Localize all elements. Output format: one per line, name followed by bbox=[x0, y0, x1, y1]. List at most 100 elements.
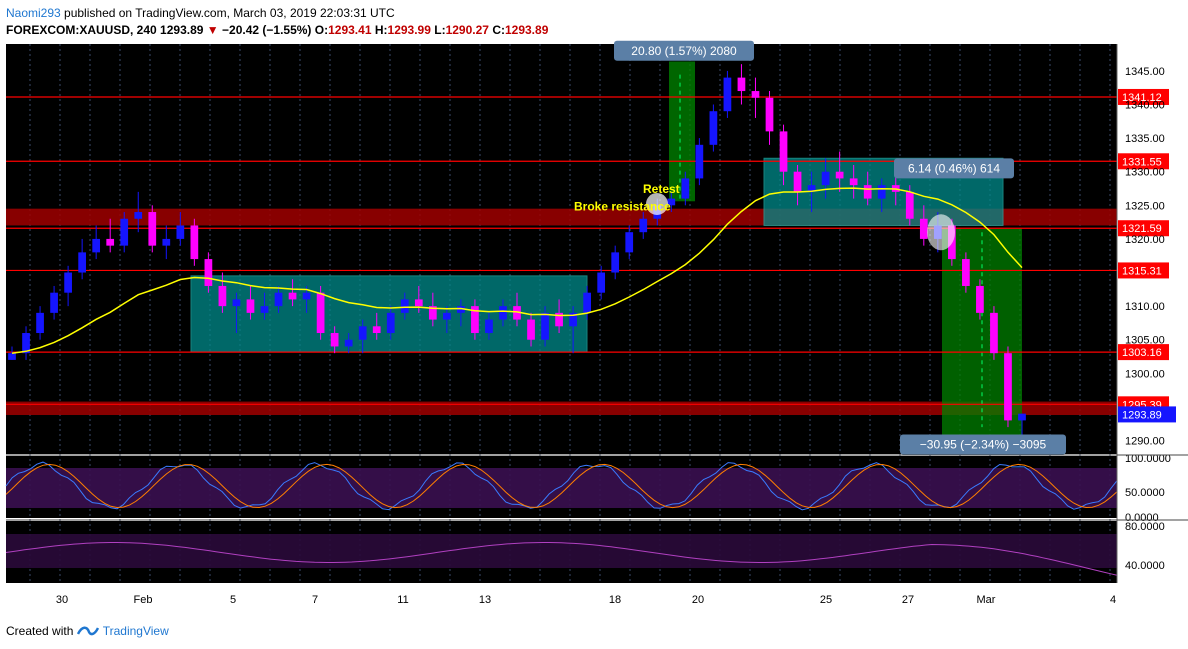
time-tick-label: 30 bbox=[56, 594, 68, 606]
measure-label-bg bbox=[900, 434, 1066, 455]
created-with-text: Created with bbox=[6, 624, 74, 638]
measure-box-up bbox=[669, 61, 695, 202]
oscillator-tick-label: 100.0000 bbox=[1125, 453, 1171, 465]
resistance-zone bbox=[6, 401, 1117, 416]
candle bbox=[962, 259, 970, 286]
candle bbox=[246, 299, 255, 313]
price-level-tag bbox=[1118, 262, 1169, 279]
candle bbox=[330, 333, 339, 347]
time-tick-label: 25 bbox=[820, 594, 832, 606]
time-tick-label: 27 bbox=[902, 594, 914, 606]
candle bbox=[106, 238, 115, 246]
candle bbox=[274, 292, 283, 307]
candle bbox=[64, 272, 72, 293]
candle bbox=[316, 292, 325, 334]
candle bbox=[765, 97, 774, 132]
time-tick-label: 11 bbox=[397, 594, 408, 606]
candle bbox=[8, 353, 16, 360]
candle bbox=[723, 77, 732, 112]
footer: Created with TradingView bbox=[6, 624, 169, 638]
candle bbox=[302, 292, 311, 300]
candle bbox=[709, 111, 718, 145]
price-tick-label: 1320.00 bbox=[1125, 234, 1165, 246]
candle bbox=[737, 77, 746, 92]
rsi bbox=[5, 534, 1118, 576]
down-arrow-icon: ▼ bbox=[206, 23, 219, 37]
price-chart[interactable]: 1341.121331.551321.591315.311303.161295.… bbox=[0, 40, 1188, 614]
measure-label-bg bbox=[614, 40, 754, 61]
candle bbox=[695, 144, 704, 179]
candle bbox=[134, 212, 143, 219]
time-tick-label: 20 bbox=[692, 594, 704, 606]
retest-circle bbox=[927, 214, 955, 251]
candle bbox=[148, 212, 157, 246]
time-tick-label: 4 bbox=[1110, 594, 1116, 606]
price-level-tag bbox=[1118, 153, 1169, 170]
candle bbox=[344, 339, 353, 347]
candle bbox=[457, 306, 465, 313]
last-price-tag bbox=[1118, 406, 1176, 423]
author-link[interactable]: Naomi293 bbox=[6, 6, 61, 20]
price-tick-label: 1340.00 bbox=[1125, 99, 1165, 111]
candle bbox=[976, 285, 984, 313]
stoch-k-line bbox=[5, 461, 1118, 511]
candle bbox=[92, 238, 101, 253]
candle bbox=[1004, 353, 1012, 421]
candle bbox=[863, 185, 872, 199]
candle bbox=[1018, 413, 1026, 421]
time-tick-label: 18 bbox=[609, 594, 621, 606]
price-tick-label: 1305.00 bbox=[1125, 335, 1165, 347]
oscillator-tick-label: 40.0000 bbox=[1125, 560, 1165, 572]
price-tick-label: 1310.00 bbox=[1125, 301, 1165, 313]
candle bbox=[877, 185, 886, 199]
candle bbox=[485, 319, 493, 334]
chart-header: Naomi293 published on TradingView.com, M… bbox=[0, 0, 1188, 40]
candle bbox=[260, 306, 269, 313]
price-level-label: 1303.16 bbox=[1122, 347, 1162, 359]
candle bbox=[50, 292, 58, 313]
candle bbox=[443, 312, 451, 320]
candle bbox=[555, 312, 563, 327]
candle bbox=[358, 326, 367, 340]
price-tick-label: 1330.00 bbox=[1125, 167, 1165, 179]
candle bbox=[232, 299, 241, 307]
time-tick-label: 7 bbox=[312, 594, 318, 606]
measure-label: 20.80 (1.57%) 2080 bbox=[631, 44, 737, 58]
stoch-d-line bbox=[5, 463, 1118, 509]
candle bbox=[583, 292, 591, 313]
time-axis-labels: 30 Feb 5 7 11 13 18 20 25 27 Mar 4 bbox=[56, 594, 1116, 606]
oscillator-tick-label: 50.0000 bbox=[1125, 487, 1165, 499]
price-tick-label: 1290.00 bbox=[1125, 436, 1165, 448]
high-label: H: bbox=[374, 23, 388, 37]
published-text: published on TradingView.com, March 03, … bbox=[60, 6, 395, 20]
candle bbox=[597, 272, 606, 293]
tradingview-link[interactable]: TradingView bbox=[102, 624, 169, 638]
high-value: 1293.99 bbox=[387, 23, 431, 37]
time-axis bbox=[6, 584, 1117, 612]
last-price: 1293.89 bbox=[160, 23, 204, 37]
candle bbox=[36, 312, 44, 334]
time-tick-label: 5 bbox=[230, 594, 236, 606]
candle bbox=[120, 218, 129, 246]
candle bbox=[527, 319, 535, 340]
close-label: C: bbox=[492, 23, 505, 37]
oscillator-tick-label: 0.0000 bbox=[1125, 512, 1159, 524]
close-value: 1293.89 bbox=[504, 23, 549, 37]
candle bbox=[218, 285, 227, 307]
candle bbox=[288, 292, 297, 300]
price-level-tag bbox=[1118, 344, 1169, 361]
price-tick-label: 1325.00 bbox=[1125, 200, 1165, 212]
retest-annotation: Retest bbox=[643, 182, 680, 196]
candle bbox=[428, 306, 437, 320]
candle bbox=[499, 306, 507, 320]
price-level-label: 1315.31 bbox=[1122, 265, 1162, 277]
candle bbox=[835, 171, 844, 179]
broke-resistance-annotation: Broke resistance bbox=[574, 200, 671, 214]
candle bbox=[793, 171, 802, 192]
measure-label: 6.14 (0.46%) 614 bbox=[908, 161, 1000, 175]
price-axis: 1345.00 1340.00 1335.00 1330.00 1325.00 1320.… bbox=[1125, 66, 1165, 448]
candle bbox=[625, 232, 634, 253]
symbol-line: FOREXCOM:XAUUSD, 240 1293.89 ▼ −20.42 (−… bbox=[6, 23, 548, 37]
candle bbox=[78, 252, 86, 273]
oscillator-tick-label: 80.0000 bbox=[1125, 521, 1165, 533]
